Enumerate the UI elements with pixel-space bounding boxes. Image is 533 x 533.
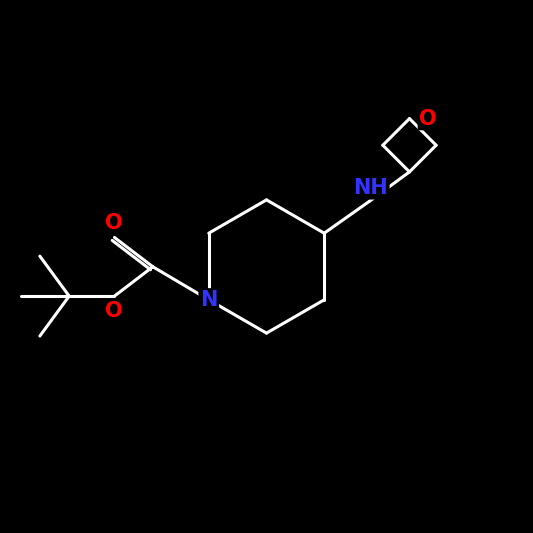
Text: N: N bbox=[200, 290, 217, 310]
Text: O: O bbox=[104, 213, 122, 232]
Text: NH: NH bbox=[353, 178, 388, 198]
Text: O: O bbox=[419, 109, 437, 128]
Text: O: O bbox=[104, 301, 122, 321]
